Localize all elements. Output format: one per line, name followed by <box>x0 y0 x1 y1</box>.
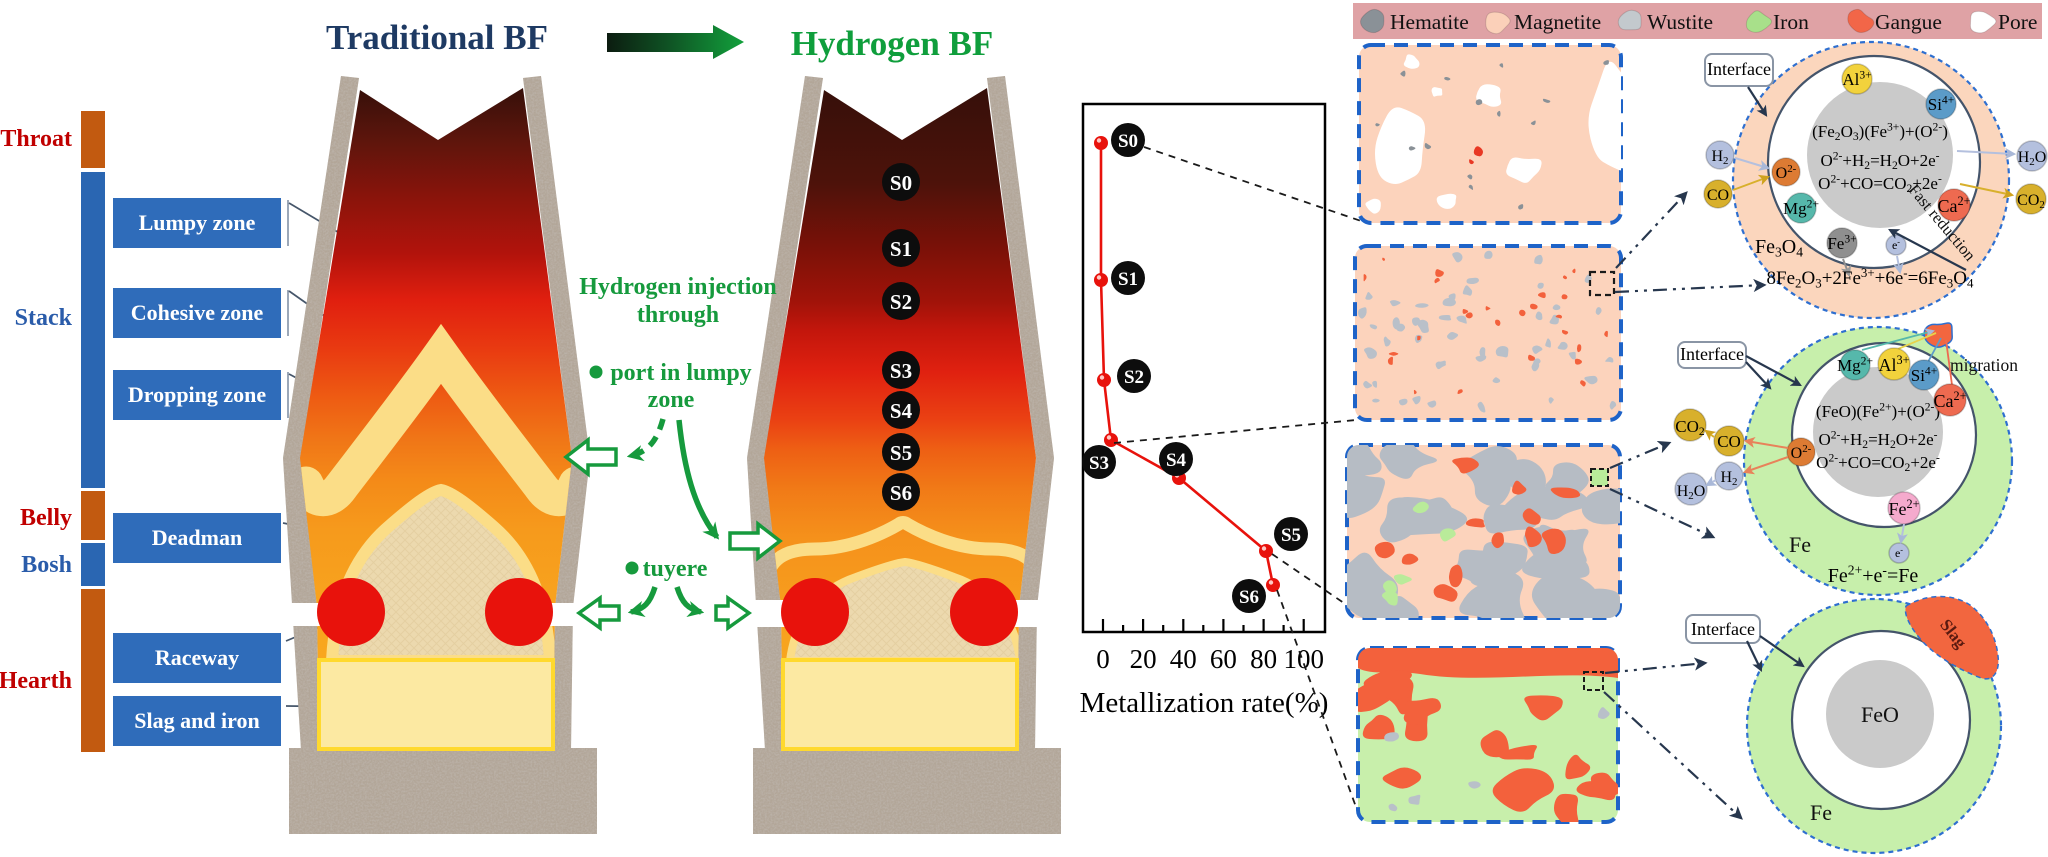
svg-text:Cohesive zone: Cohesive zone <box>131 300 264 325</box>
svg-text:Fe: Fe <box>1810 800 1832 825</box>
svg-text:S0: S0 <box>1118 131 1138 152</box>
svg-text:S5: S5 <box>890 441 912 465</box>
svg-text:Fe2++e-=Fe: Fe2++e-=Fe <box>1828 562 1919 587</box>
svg-text:S4: S4 <box>890 399 913 423</box>
svg-text:Traditional BF: Traditional BF <box>326 18 548 57</box>
svg-text:Si4+: Si4+ <box>1928 94 1955 115</box>
svg-text:Throat: Throat <box>0 126 72 152</box>
svg-text:60: 60 <box>1210 644 1237 674</box>
svg-text:CO2: CO2 <box>1675 417 1705 438</box>
svg-text:Gangue: Gangue <box>1875 10 1942 34</box>
svg-text:Interface: Interface <box>1707 59 1771 79</box>
svg-text:S5: S5 <box>1281 525 1301 546</box>
svg-text:Magnetite: Magnetite <box>1514 10 1601 34</box>
svg-text:Mg2+: Mg2+ <box>1837 355 1873 376</box>
svg-text:O2-: O2- <box>1791 443 1812 462</box>
svg-text:through: through <box>637 302 719 328</box>
svg-text:Deadman: Deadman <box>152 525 242 550</box>
svg-text:S0: S0 <box>890 171 912 195</box>
svg-text:zone: zone <box>648 387 695 413</box>
svg-text:O2-+CO=CO2+2e-: O2-+CO=CO2+2e- <box>1818 173 1942 196</box>
svg-text:H2: H2 <box>1720 469 1737 488</box>
svg-text:Ca2+: Ca2+ <box>1938 194 1971 216</box>
svg-text:Fe3O4: Fe3O4 <box>1755 236 1803 260</box>
svg-text:(Fe2O3)(Fe3+)+(O2-): (Fe2O3)(Fe3+)+(O2-) <box>1812 121 1948 144</box>
svg-text:Fe2+: Fe2+ <box>1889 497 1920 519</box>
svg-text:Hematite: Hematite <box>1390 10 1469 34</box>
svg-text:Pore: Pore <box>1998 10 2037 34</box>
svg-text:100: 100 <box>1283 644 1324 674</box>
svg-text:S3: S3 <box>1089 453 1109 474</box>
svg-text:Si4+: Si4+ <box>1911 365 1938 386</box>
svg-text:Al3+: Al3+ <box>1842 69 1871 90</box>
svg-text:H2: H2 <box>1711 148 1728 167</box>
svg-text:Hydrogen BF: Hydrogen BF <box>791 24 994 63</box>
svg-text:Mg2+: Mg2+ <box>1783 198 1819 219</box>
svg-text:S2: S2 <box>1124 367 1144 388</box>
svg-text:S1: S1 <box>1118 269 1138 290</box>
svg-text:Interface: Interface <box>1691 619 1755 639</box>
svg-text:O2-+CO=CO2+2e-: O2-+CO=CO2+2e- <box>1816 452 1940 475</box>
svg-text:migration: migration <box>1950 355 2018 375</box>
svg-text:0: 0 <box>1096 644 1110 674</box>
svg-text:S6: S6 <box>1239 587 1259 608</box>
svg-text:Al3+: Al3+ <box>1879 353 1910 375</box>
svg-text:e-: e- <box>1895 545 1903 560</box>
svg-text:S3: S3 <box>890 359 912 383</box>
svg-text:Hearth: Hearth <box>0 668 72 694</box>
svg-text:Belly: Belly <box>20 505 72 531</box>
svg-text:Stack: Stack <box>15 305 73 331</box>
svg-text:Hydrogen injection: Hydrogen injection <box>579 274 777 300</box>
svg-text:O2-: O2- <box>1776 163 1797 182</box>
svg-text:Raceway: Raceway <box>155 645 239 670</box>
svg-text:(FeO)(Fe2+)+(O2-): (FeO)(Fe2+)+(O2-) <box>1816 401 1940 422</box>
svg-text:S1: S1 <box>890 237 912 261</box>
svg-text:e-: e- <box>1892 237 1900 252</box>
svg-text:Dropping zone: Dropping zone <box>128 382 267 407</box>
svg-text:Slag and iron: Slag and iron <box>134 708 260 733</box>
svg-text:S4: S4 <box>1166 450 1187 471</box>
svg-text:O2-+H2=H2O+2e-: O2-+H2=H2O+2e- <box>1818 429 1937 452</box>
svg-text:CO: CO <box>1717 432 1741 451</box>
svg-text:Bosh: Bosh <box>21 552 72 578</box>
svg-text:40: 40 <box>1170 644 1197 674</box>
svg-text:Iron: Iron <box>1773 10 1809 34</box>
svg-text:Metallization rate(%): Metallization rate(%) <box>1080 687 1329 719</box>
svg-text:O2-+H2=H2O+2e-: O2-+H2=H2O+2e- <box>1820 150 1939 173</box>
svg-text:Fe3+: Fe3+ <box>1827 233 1856 254</box>
svg-text:H2O: H2O <box>1677 483 1706 502</box>
svg-text:Interface: Interface <box>1680 344 1744 364</box>
svg-text:port in lumpy: port in lumpy <box>610 360 751 386</box>
svg-text:tuyere: tuyere <box>643 556 708 582</box>
svg-text:Lumpy zone: Lumpy zone <box>139 210 256 235</box>
svg-text:Wustite: Wustite <box>1647 10 1713 34</box>
svg-text:CO2: CO2 <box>2017 192 2045 211</box>
svg-text:8Fe2O3+2Fe3++6e-=6Fe3O4: 8Fe2O3+2Fe3++6e-=6Fe3O4 <box>1767 266 1974 291</box>
svg-text:FeO: FeO <box>1861 702 1899 727</box>
svg-text:S6: S6 <box>890 481 912 505</box>
svg-text:20: 20 <box>1130 644 1157 674</box>
svg-text:S2: S2 <box>890 290 912 314</box>
svg-text:80: 80 <box>1250 644 1277 674</box>
svg-text:Ca2+: Ca2+ <box>1934 389 1967 411</box>
svg-text:CO: CO <box>1707 187 1729 204</box>
svg-text:Fe: Fe <box>1789 532 1811 557</box>
svg-text:H2O: H2O <box>2018 149 2047 168</box>
